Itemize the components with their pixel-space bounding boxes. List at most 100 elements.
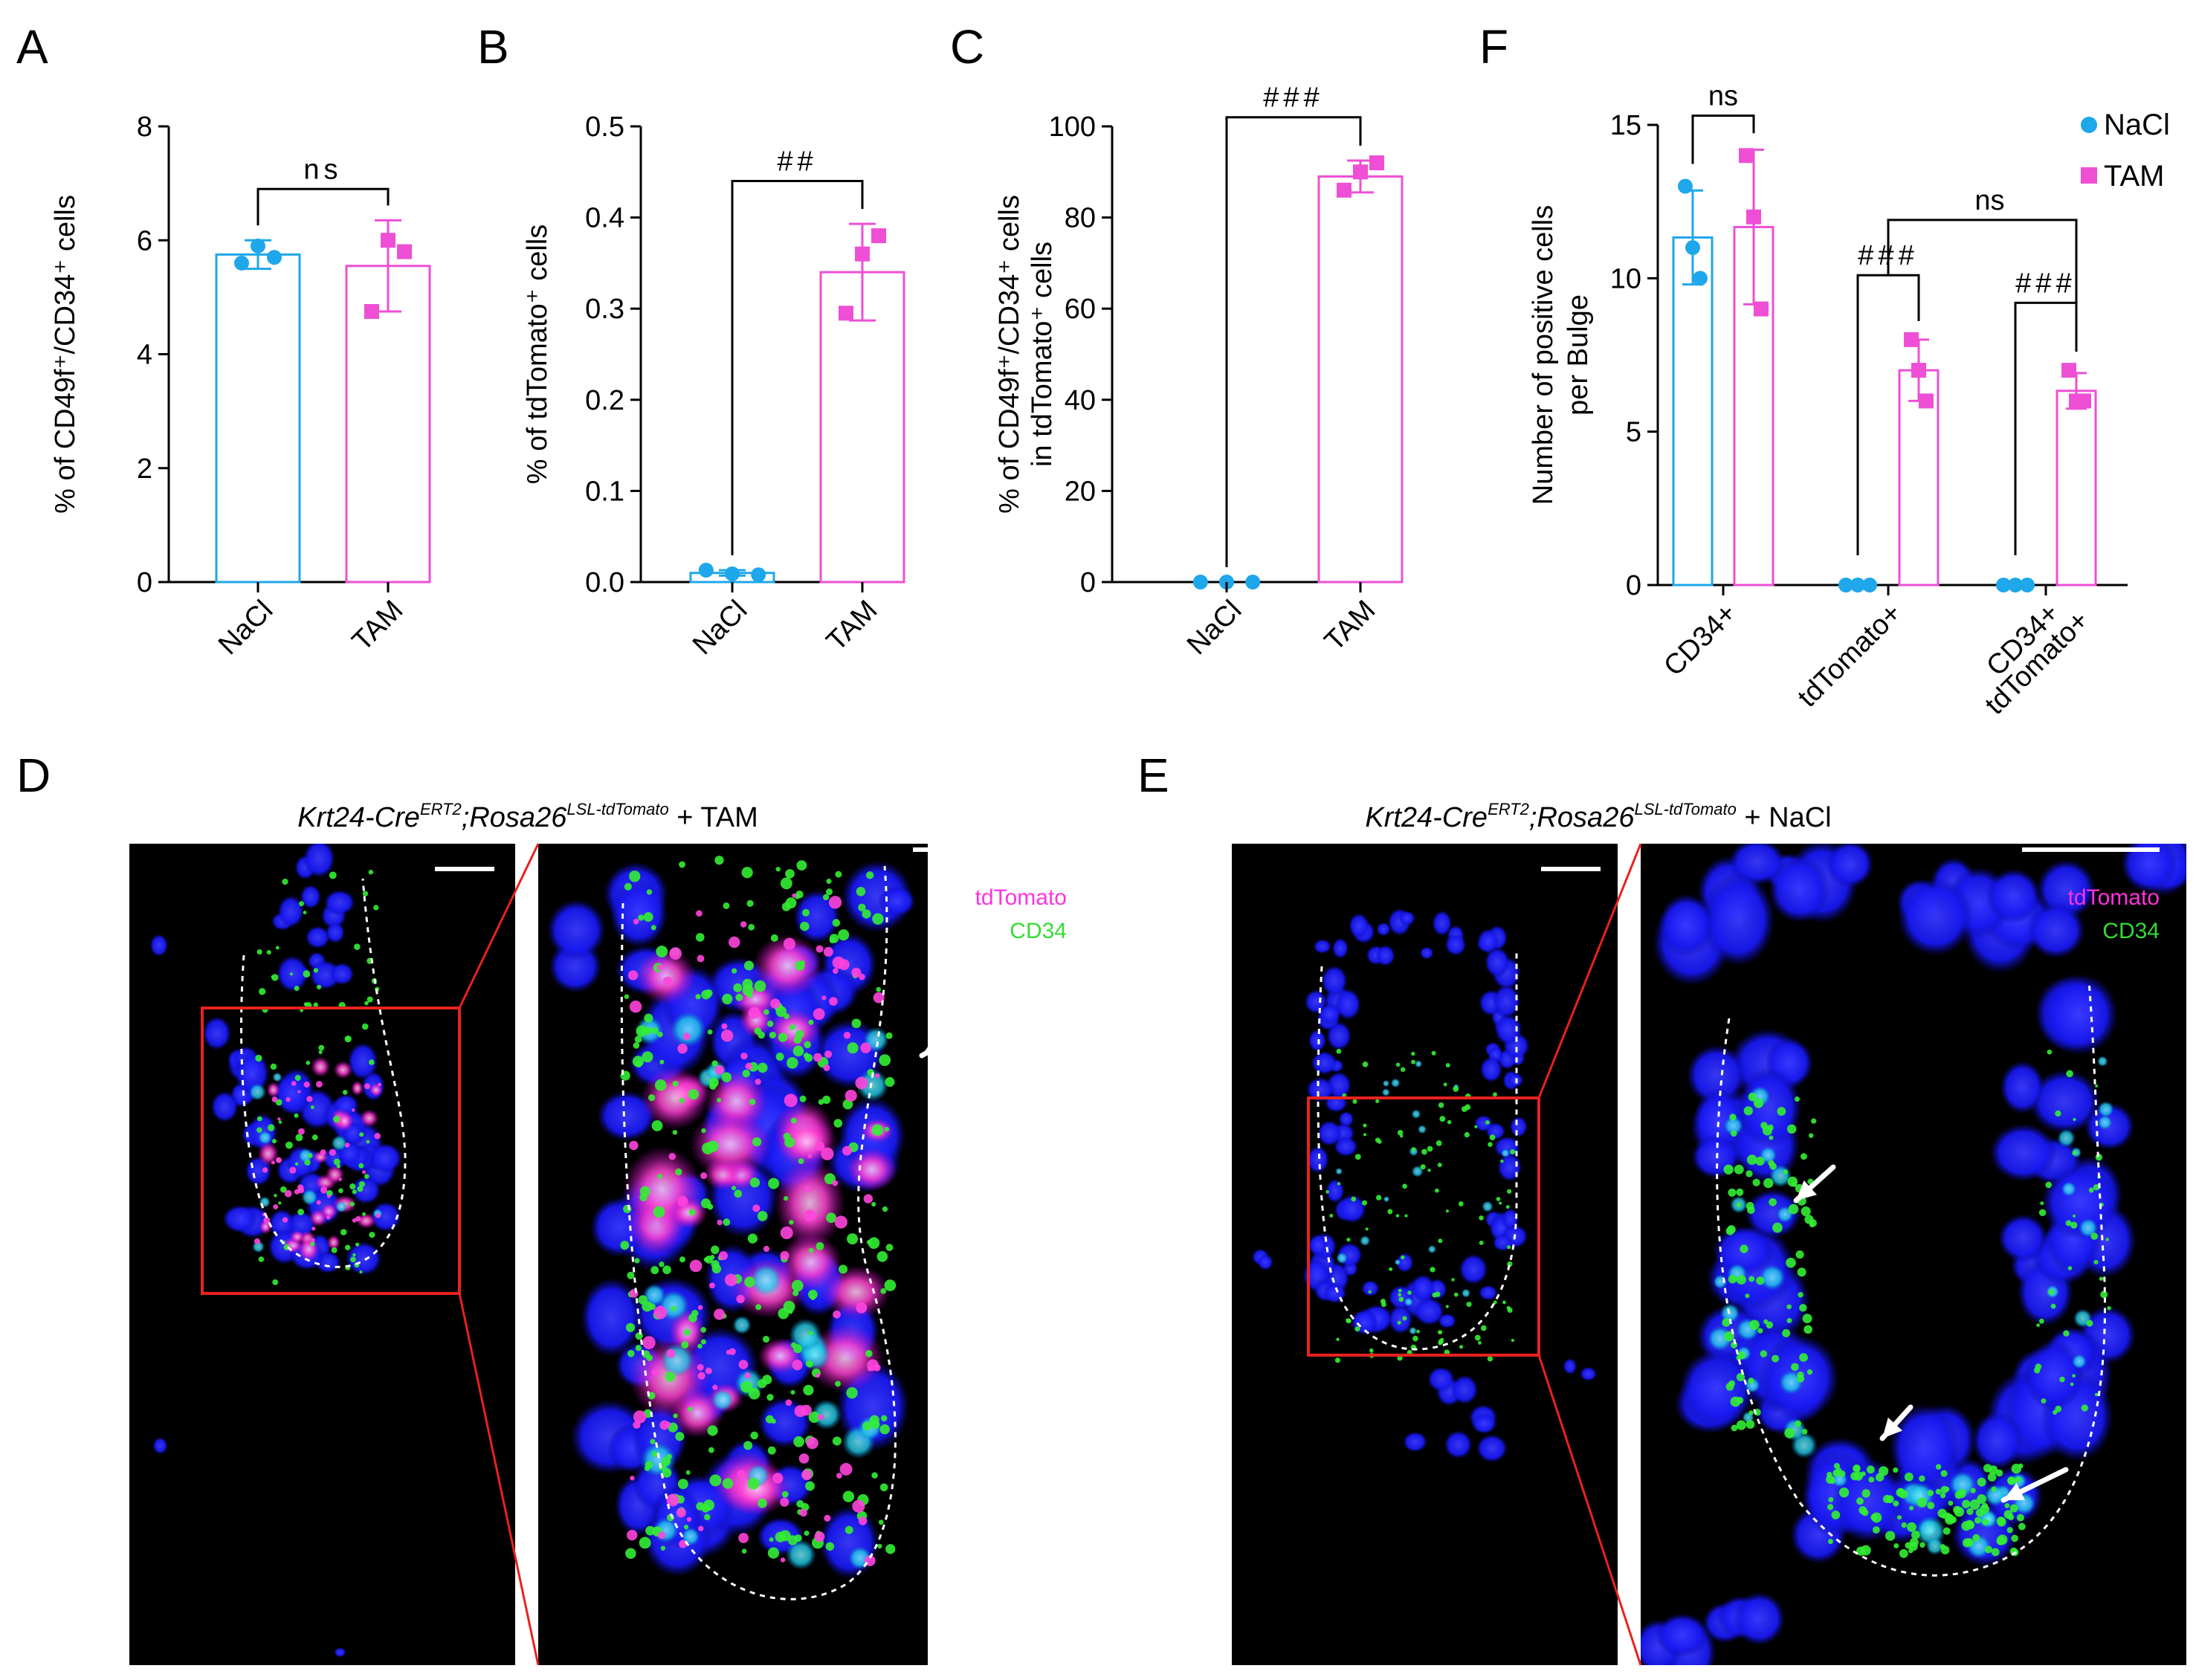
x-tick-label: TAM bbox=[1319, 595, 1381, 657]
cd34-dot bbox=[691, 1310, 699, 1317]
chart-legend: NaCl TAM bbox=[2081, 109, 2170, 193]
cd34-dot bbox=[1438, 1339, 1444, 1345]
overlap-signal bbox=[1723, 1116, 1743, 1136]
x-tick-label: tdTomato+ bbox=[1792, 598, 1908, 714]
cd34-dot bbox=[275, 946, 280, 950]
cd34-dot bbox=[1746, 1201, 1754, 1210]
cd34-dot bbox=[1728, 1274, 1737, 1284]
cd34-dot bbox=[1436, 1140, 1442, 1146]
cd34-dot bbox=[700, 1327, 707, 1333]
cd34-dot bbox=[679, 861, 685, 868]
tdtomato-dot bbox=[378, 1082, 381, 1087]
cd34-dot bbox=[832, 1436, 842, 1446]
cd34-dot bbox=[741, 1548, 747, 1554]
cd34-dot bbox=[1966, 1508, 1974, 1516]
cd34-dot bbox=[787, 1057, 798, 1069]
cd34-dot bbox=[362, 891, 369, 896]
cd34-dot bbox=[1788, 1204, 1799, 1215]
tdtomato-dot bbox=[630, 1476, 635, 1481]
cd34-dot bbox=[333, 1158, 340, 1166]
tdtomato-dot bbox=[843, 1031, 851, 1039]
cd34-dot bbox=[872, 913, 884, 925]
cd34-dot bbox=[1407, 1290, 1412, 1295]
overlap-signal bbox=[1713, 1274, 1728, 1289]
cd34-dot bbox=[2009, 1504, 2018, 1513]
tdtomato-dot bbox=[792, 1360, 803, 1371]
data-point-nacl bbox=[1838, 578, 1853, 592]
cd34-dot bbox=[700, 1339, 706, 1345]
nucleus-blob bbox=[1375, 945, 1395, 966]
cd34-dot bbox=[1363, 1133, 1367, 1137]
data-point-tam bbox=[364, 304, 379, 320]
tdtomato-signal bbox=[671, 1389, 724, 1438]
cd34-dot bbox=[1480, 1325, 1487, 1331]
cd34-dot bbox=[1337, 1182, 1341, 1186]
cd34-dot bbox=[825, 888, 833, 896]
data-point-tam bbox=[2061, 363, 2076, 378]
overlap-signal bbox=[1360, 1235, 1371, 1247]
cd34-dot bbox=[2093, 1184, 2100, 1191]
tdtomato-dot bbox=[867, 1366, 873, 1372]
cd34-dot bbox=[1365, 1227, 1369, 1231]
cd34-dot bbox=[2036, 1323, 2041, 1328]
cd34-dot bbox=[340, 1229, 347, 1235]
cd34-dot bbox=[758, 1498, 767, 1508]
overlap-signal bbox=[2057, 1128, 2076, 1148]
nucleus-blob bbox=[1889, 1403, 1960, 1491]
data-point-nacl bbox=[1685, 240, 1700, 256]
cd34-dot bbox=[1510, 1148, 1516, 1154]
cd34-dot bbox=[2059, 1376, 2065, 1383]
cd34-dot bbox=[1427, 1169, 1431, 1172]
cd34-dot bbox=[1769, 1163, 1777, 1170]
bar-tam bbox=[2055, 390, 2097, 587]
data-point-nacl bbox=[2008, 578, 2023, 592]
tdtomato-dot bbox=[677, 1195, 688, 1207]
cd34-dot bbox=[1368, 1290, 1372, 1293]
nucleus-blob bbox=[325, 922, 345, 943]
tdtomato-dot bbox=[362, 1170, 366, 1175]
cd34-dot bbox=[876, 1251, 888, 1262]
tdtomato-dot bbox=[629, 1140, 639, 1151]
tdtomato-dot bbox=[364, 1083, 370, 1090]
cd34-dot bbox=[651, 1450, 659, 1458]
tdtomato-dot bbox=[338, 1177, 342, 1181]
cd34-dot bbox=[1375, 1137, 1380, 1143]
tdtomato-dot bbox=[697, 1305, 703, 1311]
nucleus-blob bbox=[1459, 1253, 1488, 1285]
overlap-signal bbox=[248, 1083, 266, 1101]
cd34-dot bbox=[708, 1447, 714, 1453]
cd34-dot bbox=[1507, 1189, 1512, 1194]
cd34-dot bbox=[775, 1053, 784, 1061]
cd34-dot bbox=[1402, 1183, 1407, 1189]
cd34-dot bbox=[1380, 1302, 1386, 1308]
chart-c: 0 20 40 60 80 100 % of CD49f⁺/CD34⁺ cells in td… bbox=[994, 83, 1404, 661]
cd34-dot bbox=[709, 1474, 722, 1487]
cd34-dot bbox=[871, 1124, 883, 1136]
arrow-head bbox=[1796, 1180, 1818, 1201]
chart-a: 0 2 4 6 8 % of CD49f⁺/CD34⁺ cells NaCl TAM ns bbox=[50, 112, 431, 661]
cd34-dot bbox=[732, 968, 737, 974]
cd34-dot bbox=[1453, 1086, 1459, 1092]
cd34-dot bbox=[1361, 1200, 1367, 1206]
nucleus-blob bbox=[580, 1277, 642, 1357]
tdtomato-signal bbox=[335, 1111, 354, 1131]
cd34-dot bbox=[723, 902, 730, 909]
tdtomato-dot bbox=[729, 1348, 736, 1355]
x-tick-label: TAM bbox=[821, 595, 883, 657]
cd34-dot bbox=[2066, 1070, 2073, 1078]
cd34-dot bbox=[802, 908, 810, 917]
cd34-dot bbox=[792, 1290, 799, 1296]
cd34-dot bbox=[1439, 1116, 1446, 1122]
cd34-dot bbox=[1833, 1463, 1840, 1470]
tdtomato-dot bbox=[740, 921, 747, 928]
y-tick-label: 0 bbox=[1626, 570, 1641, 601]
cd34-dot bbox=[879, 1424, 890, 1435]
cd34-dot bbox=[747, 1477, 760, 1490]
cd34-dot bbox=[1948, 1500, 1954, 1506]
nucleus-blob bbox=[1337, 1194, 1367, 1224]
nucleus-blob bbox=[1334, 1136, 1358, 1157]
cd34-dot bbox=[695, 994, 701, 1000]
cd34-dot bbox=[306, 1060, 311, 1065]
cd34-dot bbox=[871, 1201, 876, 1207]
cd34-dot bbox=[308, 1153, 313, 1158]
